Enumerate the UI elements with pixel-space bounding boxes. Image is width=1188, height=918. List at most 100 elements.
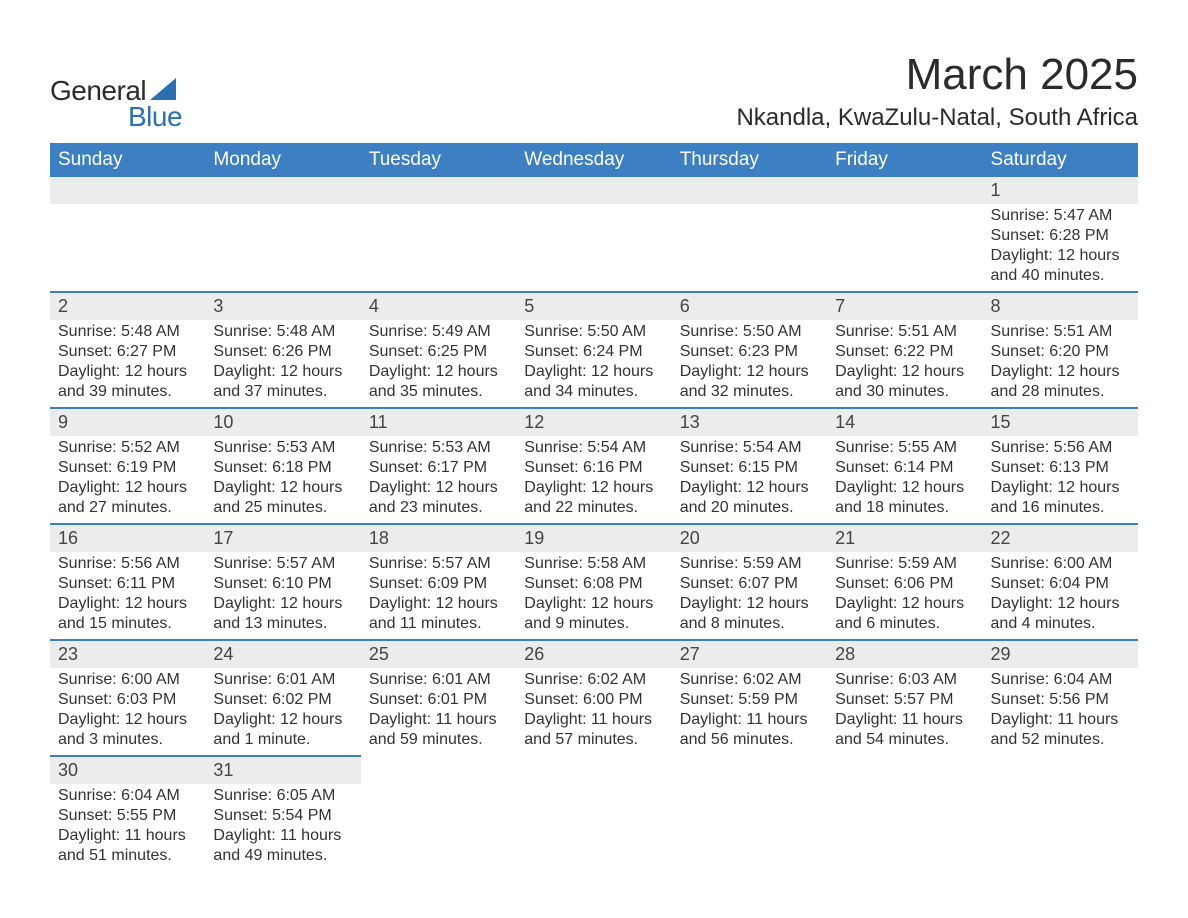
day-number: 18 [369,528,389,548]
day-number-cell: 19 [516,524,671,552]
day-detail-cell: Sunrise: 5:55 AMSunset: 6:14 PMDaylight:… [827,436,982,524]
day-number-cell: 16 [50,524,205,552]
day-number-cell [361,177,516,204]
day-sunrise: Sunrise: 6:04 AM [991,670,1130,690]
day-number-cell: 31 [205,756,360,784]
day-detail-cell [361,204,516,292]
day-daylight1: Daylight: 12 hours [58,710,197,730]
day-daylight2: and 6 minutes. [835,614,974,634]
day-number-cell [827,177,982,204]
day-sunrise: Sunrise: 5:50 AM [680,322,819,342]
day-detail-cell [672,204,827,292]
day-number: 17 [213,528,233,548]
day-number-cell [983,756,1138,784]
day-detail-cell: Sunrise: 5:48 AMSunset: 6:27 PMDaylight:… [50,320,205,408]
day-detail-cell: Sunrise: 5:58 AMSunset: 6:08 PMDaylight:… [516,552,671,640]
day-daylight1: Daylight: 12 hours [369,594,508,614]
sunrise-calendar: Sunday Monday Tuesday Wednesday Thursday… [50,143,1138,871]
day-number: 27 [680,644,700,664]
day-daylight2: and 35 minutes. [369,382,508,402]
week-detail-row: Sunrise: 5:48 AMSunset: 6:27 PMDaylight:… [50,320,1138,408]
day-detail-cell: Sunrise: 5:51 AMSunset: 6:20 PMDaylight:… [983,320,1138,408]
day-detail-cell: Sunrise: 6:00 AMSunset: 6:04 PMDaylight:… [983,552,1138,640]
day-daylight1: Daylight: 12 hours [524,478,663,498]
day-number: 22 [991,528,1011,548]
day-number: 3 [213,296,223,316]
day-detail-cell: Sunrise: 5:57 AMSunset: 6:10 PMDaylight:… [205,552,360,640]
page-header: General Blue March 2025 Nkandla, KwaZulu… [50,50,1138,133]
day-sunset: Sunset: 6:06 PM [835,574,974,594]
day-sunset: Sunset: 6:07 PM [680,574,819,594]
day-detail-cell [205,204,360,292]
day-daylight2: and 40 minutes. [991,266,1130,286]
day-sunrise: Sunrise: 5:59 AM [680,554,819,574]
day-detail-cell [983,784,1138,871]
day-daylight1: Daylight: 11 hours [835,710,974,730]
week-detail-row: Sunrise: 5:56 AMSunset: 6:11 PMDaylight:… [50,552,1138,640]
logo-text-blue: Blue [50,101,182,133]
day-daylight1: Daylight: 11 hours [991,710,1130,730]
day-daylight2: and 57 minutes. [524,730,663,750]
day-daylight1: Daylight: 11 hours [369,710,508,730]
day-daylight2: and 52 minutes. [991,730,1130,750]
day-sunset: Sunset: 6:11 PM [58,574,197,594]
day-detail-cell: Sunrise: 5:51 AMSunset: 6:22 PMDaylight:… [827,320,982,408]
day-daylight2: and 18 minutes. [835,498,974,518]
day-sunrise: Sunrise: 5:53 AM [213,438,352,458]
day-sunset: Sunset: 5:54 PM [213,806,352,826]
day-detail-cell: Sunrise: 5:52 AMSunset: 6:19 PMDaylight:… [50,436,205,524]
day-number: 12 [524,412,544,432]
day-daylight1: Daylight: 12 hours [369,362,508,382]
sail-icon [150,78,176,100]
day-detail-cell: Sunrise: 5:50 AMSunset: 6:24 PMDaylight:… [516,320,671,408]
day-detail-cell: Sunrise: 6:00 AMSunset: 6:03 PMDaylight:… [50,668,205,756]
day-daylight1: Daylight: 12 hours [524,362,663,382]
day-daylight2: and 23 minutes. [369,498,508,518]
day-detail-cell: Sunrise: 6:01 AMSunset: 6:01 PMDaylight:… [361,668,516,756]
day-number-cell: 2 [50,292,205,320]
day-sunset: Sunset: 6:01 PM [369,690,508,710]
day-daylight2: and 11 minutes. [369,614,508,634]
day-daylight2: and 1 minute. [213,730,352,750]
day-sunrise: Sunrise: 5:51 AM [991,322,1130,342]
day-sunrise: Sunrise: 6:02 AM [680,670,819,690]
day-detail-cell: Sunrise: 5:59 AMSunset: 6:07 PMDaylight:… [672,552,827,640]
day-sunrise: Sunrise: 5:54 AM [524,438,663,458]
day-daylight2: and 32 minutes. [680,382,819,402]
day-daylight2: and 22 minutes. [524,498,663,518]
day-sunset: Sunset: 6:15 PM [680,458,819,478]
day-number-cell: 15 [983,408,1138,436]
day-daylight1: Daylight: 12 hours [835,362,974,382]
day-sunrise: Sunrise: 5:53 AM [369,438,508,458]
week-daynum-row: 3031 [50,756,1138,784]
day-sunset: Sunset: 6:18 PM [213,458,352,478]
day-detail-cell: Sunrise: 6:02 AMSunset: 6:00 PMDaylight:… [516,668,671,756]
day-detail-cell: Sunrise: 5:54 AMSunset: 6:16 PMDaylight:… [516,436,671,524]
weekday-saturday: Saturday [983,143,1138,177]
day-daylight2: and 20 minutes. [680,498,819,518]
brand-logo: General Blue [50,50,182,133]
day-detail-cell: Sunrise: 5:59 AMSunset: 6:06 PMDaylight:… [827,552,982,640]
day-number-cell [672,756,827,784]
day-daylight2: and 28 minutes. [991,382,1130,402]
day-sunset: Sunset: 5:56 PM [991,690,1130,710]
week-detail-row: Sunrise: 6:00 AMSunset: 6:03 PMDaylight:… [50,668,1138,756]
day-sunset: Sunset: 6:02 PM [213,690,352,710]
day-number-cell [516,177,671,204]
day-number: 13 [680,412,700,432]
day-sunset: Sunset: 6:24 PM [524,342,663,362]
day-daylight1: Daylight: 12 hours [524,594,663,614]
day-daylight1: Daylight: 11 hours [58,826,197,846]
day-number-cell: 21 [827,524,982,552]
day-sunset: Sunset: 6:08 PM [524,574,663,594]
day-number: 26 [524,644,544,664]
day-sunrise: Sunrise: 5:48 AM [58,322,197,342]
day-sunset: Sunset: 6:17 PM [369,458,508,478]
day-number-cell: 7 [827,292,982,320]
day-number: 1 [991,180,1001,200]
day-sunset: Sunset: 6:09 PM [369,574,508,594]
day-number-cell: 6 [672,292,827,320]
day-daylight2: and 3 minutes. [58,730,197,750]
day-sunrise: Sunrise: 6:01 AM [213,670,352,690]
day-detail-cell: Sunrise: 5:49 AMSunset: 6:25 PMDaylight:… [361,320,516,408]
